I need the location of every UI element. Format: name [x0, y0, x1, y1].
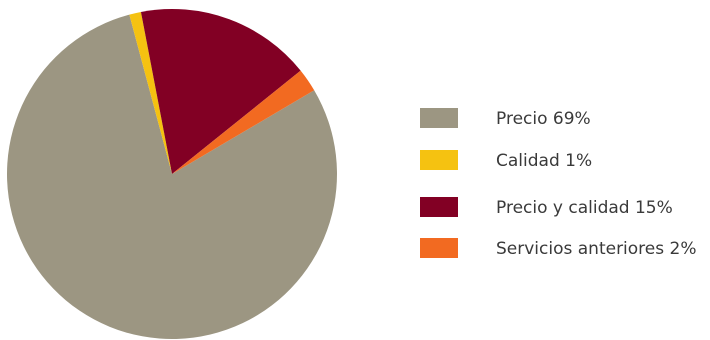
legend-swatch [420, 197, 458, 217]
pie-slice-calidad-1 [129, 11, 172, 175]
legend-item-precio-y-calidad-15: Precio y calidad 15% [420, 197, 673, 218]
legend-label: Servicios anteriores 2% [496, 239, 697, 259]
pie-slices [6, 9, 337, 340]
pie-slice-servicios-anteriores-2 [172, 70, 315, 174]
legend-swatch [420, 108, 458, 128]
legend-swatch [420, 150, 458, 170]
legend-label: Calidad 1% [496, 151, 592, 171]
legend: Precio 69% Calidad 1% Precio y calidad 15%… [420, 108, 697, 259]
pie-slice-precio-y-calidad-15 [140, 9, 301, 174]
legend-item-servicios-anteriores-2: Servicios anteriores 2% [420, 238, 697, 259]
pie-slice-precio-69 [6, 14, 337, 340]
legend-item-calidad-1: Calidad 1% [420, 150, 592, 171]
legend-item-precio-69: Precio 69% [420, 108, 591, 129]
legend-label: Precio 69% [496, 109, 591, 129]
legend-label: Precio y calidad 15% [496, 198, 673, 218]
legend-swatch [420, 238, 458, 258]
